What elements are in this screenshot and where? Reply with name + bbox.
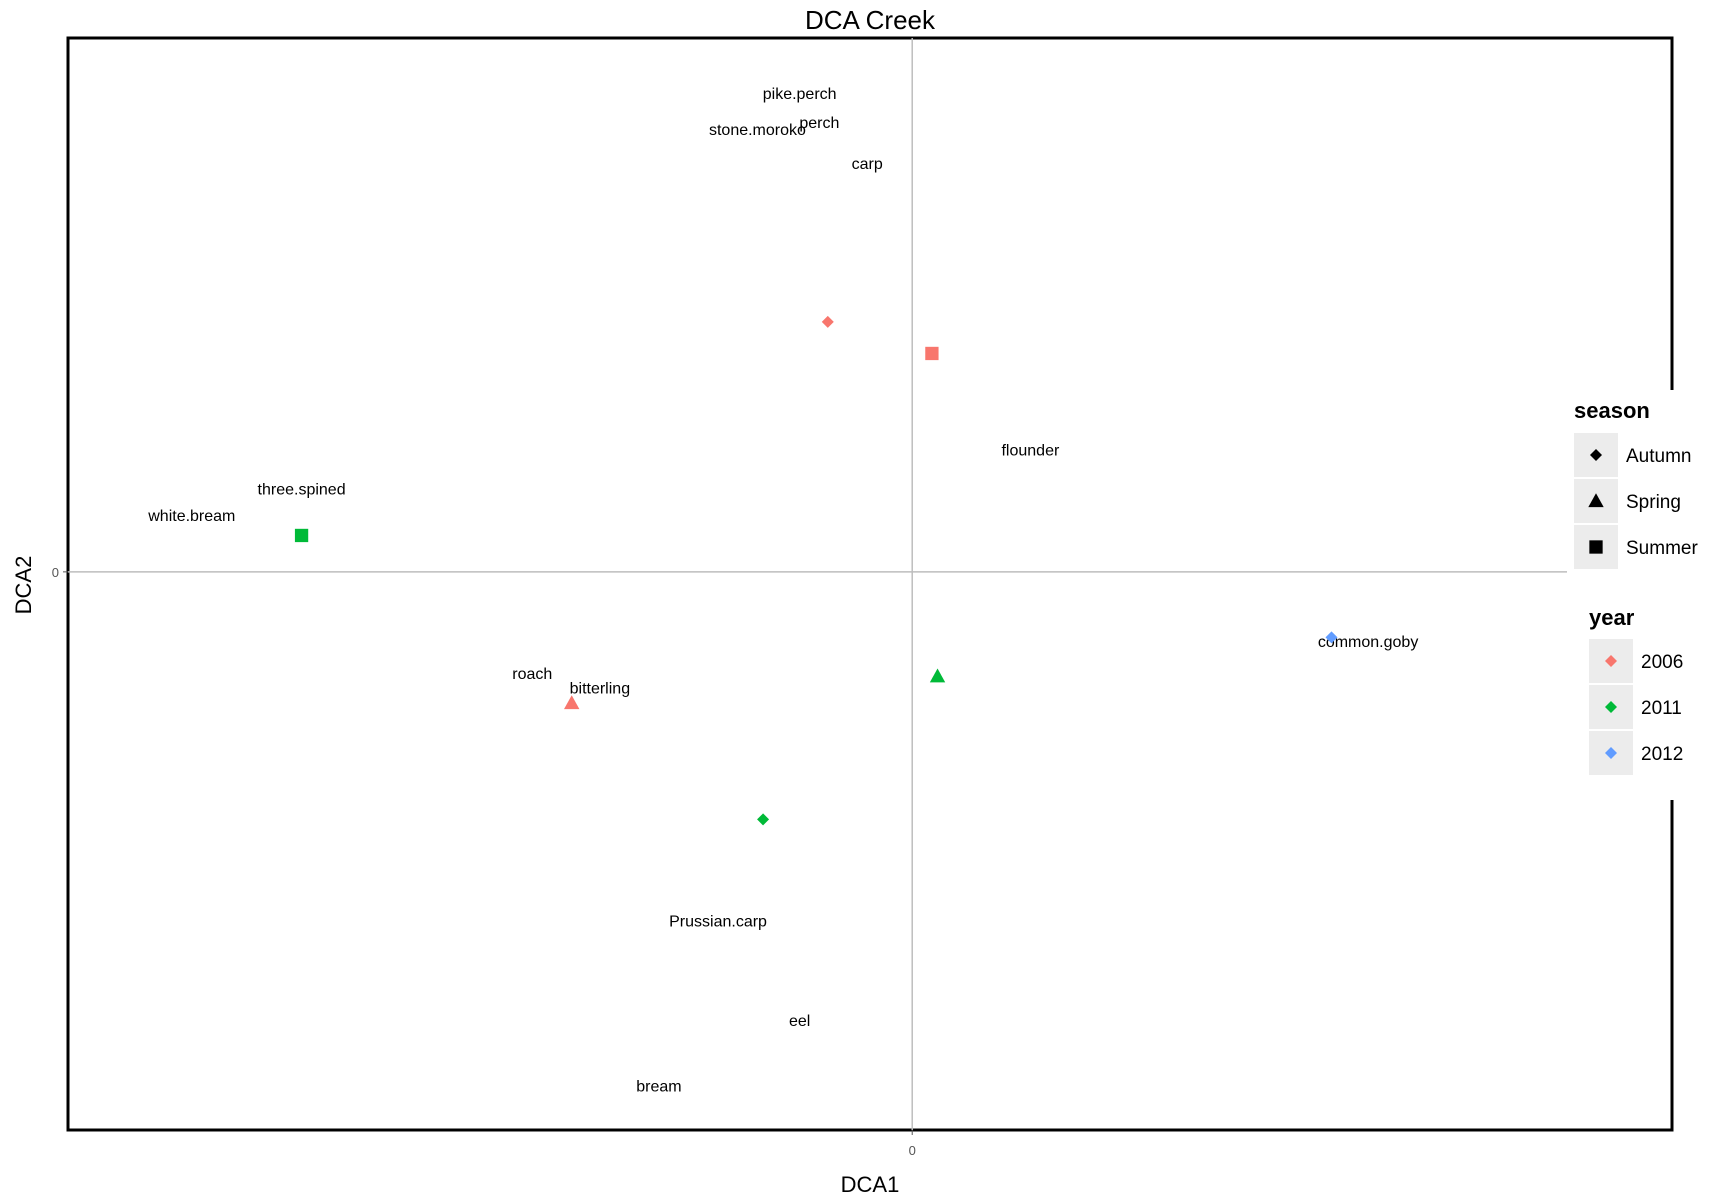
y-axis-label: DCA2 <box>11 556 36 615</box>
legend-season-label: Summer <box>1626 538 1698 559</box>
y-tick-label: 0 <box>52 565 59 580</box>
legend-year-symbol <box>1605 655 1617 667</box>
species-label: stone.moroko <box>709 122 806 139</box>
species-label: bream <box>636 1078 681 1095</box>
data-point <box>821 315 834 328</box>
legend-year-label: 2012 <box>1641 744 1683 765</box>
data-point <box>757 813 770 826</box>
legend-title-season: season <box>1574 398 1650 423</box>
sample-points <box>294 315 1338 826</box>
species-label: white.bream <box>147 508 235 525</box>
data-point <box>294 528 309 543</box>
species-label: three.spined <box>258 481 346 498</box>
legend-season-label: Autumn <box>1626 446 1691 467</box>
species-label: eel <box>789 1013 810 1030</box>
species-label: pike.perch <box>763 86 837 103</box>
data-point <box>929 668 946 683</box>
axis-ticks: 00 <box>52 565 916 1158</box>
legend-season-label: Spring <box>1626 492 1681 513</box>
legend-year-symbol <box>1605 701 1617 713</box>
species-label: Prussian.carp <box>669 913 767 930</box>
legend-season-symbol <box>1590 449 1602 461</box>
x-tick-label: 0 <box>909 1143 916 1158</box>
species-label: perch <box>799 115 839 132</box>
legend-season-symbol <box>1589 540 1603 554</box>
species-label: flounder <box>1001 443 1059 460</box>
species-label: carp <box>852 156 883 173</box>
legend-year-symbol <box>1605 747 1617 759</box>
legend-title-year: year <box>1589 605 1635 630</box>
plot-panel <box>66 36 1674 1132</box>
legend-season-symbol <box>1588 493 1604 508</box>
chart-title: DCA Creek <box>805 5 936 35</box>
legend-season-items: Autumn Spring Summer <box>1574 433 1698 569</box>
species-label: roach <box>512 666 552 683</box>
legend-year-label: 2006 <box>1641 652 1683 673</box>
x-axis-label: DCA1 <box>841 1172 900 1193</box>
data-point <box>925 346 939 361</box>
species-label: common.goby <box>1318 634 1419 651</box>
data-point <box>564 695 580 710</box>
legend-year-label: 2011 <box>1641 698 1682 719</box>
species-label: bitterling <box>570 680 630 697</box>
data-point <box>1325 631 1338 644</box>
legend-year-items: 2006 2011 2012 <box>1589 639 1683 775</box>
